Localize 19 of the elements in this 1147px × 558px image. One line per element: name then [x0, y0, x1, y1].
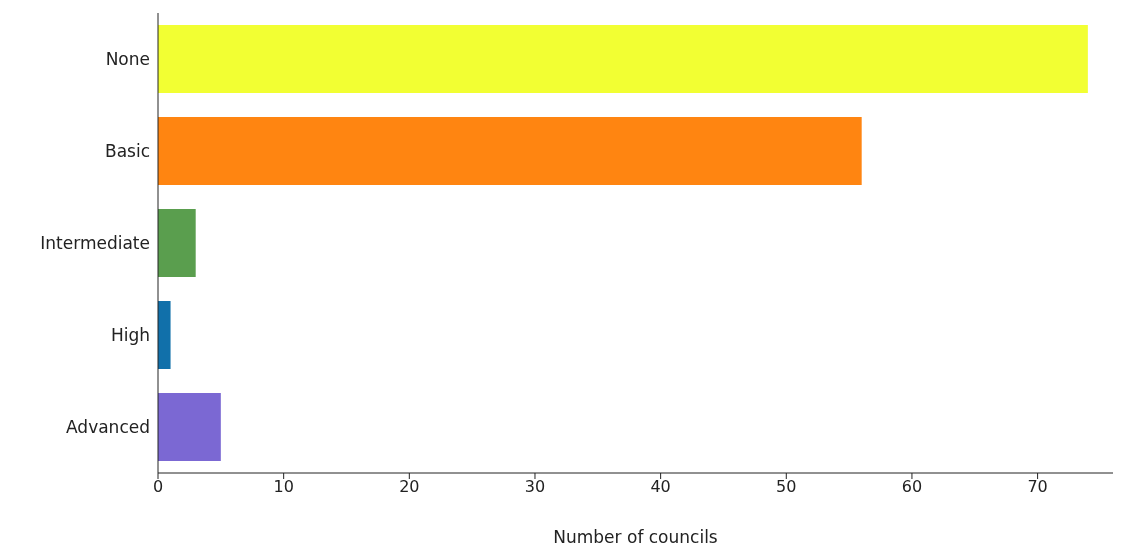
bar	[158, 116, 862, 185]
x-tick-label: 50	[776, 477, 797, 497]
x-tick-label: 40	[650, 477, 671, 497]
y-tick-label: Intermediate	[40, 233, 150, 254]
bar	[158, 24, 1088, 93]
bar	[158, 392, 221, 461]
x-tick-label: 20	[399, 477, 420, 497]
bar	[158, 300, 171, 369]
bar	[158, 208, 196, 277]
x-tick-label: 60	[901, 477, 923, 497]
y-tick-label: Advanced	[66, 417, 150, 438]
x-tick-label: 10	[273, 477, 294, 497]
x-tick-label: 70	[1027, 477, 1048, 497]
y-tick-label: High	[110, 325, 150, 346]
x-tick-label: 30	[524, 477, 546, 497]
y-tick-label: Basic	[104, 141, 150, 162]
x-axis-title: Number of councils	[553, 527, 718, 547]
x-tick-label: 0	[152, 477, 164, 497]
y-tick-label: None	[105, 49, 150, 70]
